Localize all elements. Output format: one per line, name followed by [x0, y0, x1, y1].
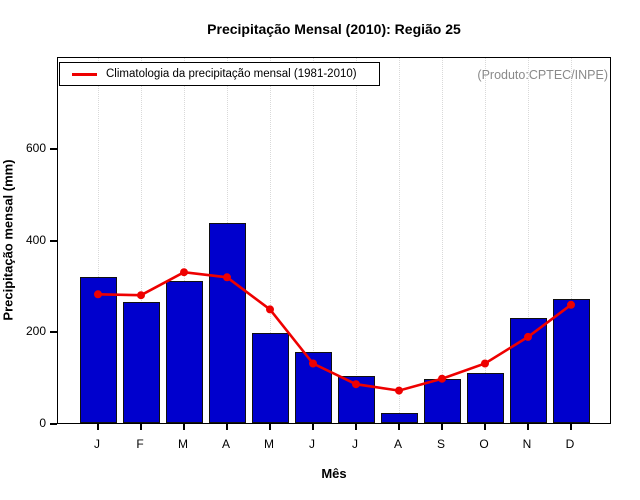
bar-A-3	[208, 223, 246, 423]
x-tick	[183, 424, 185, 430]
gridline	[313, 58, 314, 423]
x-tick	[398, 424, 400, 430]
x-tick	[484, 424, 486, 430]
x-tick-label: J	[94, 437, 100, 451]
chart-title: Precipitação Mensal (2010): Região 25	[207, 21, 461, 37]
x-tick-label: A	[393, 437, 402, 451]
x-tick	[441, 424, 443, 430]
gridline	[399, 58, 400, 423]
x-tick	[355, 424, 357, 430]
gridline	[270, 58, 271, 423]
x-tick-label: M	[264, 437, 274, 451]
x-tick	[140, 424, 142, 430]
climatology-point-N	[524, 332, 532, 341]
x-tick-label: D	[565, 437, 575, 451]
climatology-point-A	[223, 273, 231, 282]
plot-area	[57, 57, 611, 424]
x-tick-label: S	[436, 437, 445, 451]
legend-line-icon	[72, 72, 97, 76]
x-tick-label: F	[136, 437, 144, 451]
bar-A-7	[380, 413, 418, 423]
x-tick	[269, 424, 271, 430]
x-tick	[97, 424, 99, 430]
gridline	[571, 58, 572, 423]
bar-J-0	[79, 277, 117, 423]
climatology-point-O	[481, 359, 489, 368]
y-tick-label: 400	[25, 232, 46, 247]
gridline	[141, 58, 142, 423]
bar-M-4	[251, 333, 289, 423]
bar-M-2	[165, 281, 203, 423]
climatology-point-A	[395, 386, 403, 395]
x-tick-label: J	[352, 437, 358, 451]
y-tick	[50, 239, 57, 242]
bar-S-8	[423, 379, 461, 423]
climatology-point-F	[137, 291, 145, 300]
x-tick-label: M	[178, 437, 188, 451]
climatology-polyline	[97, 270, 572, 392]
climatology-point-J	[94, 290, 102, 299]
y-tick-label: 200	[25, 324, 46, 339]
x-tick	[226, 424, 228, 430]
y-tick-label: 0	[39, 416, 46, 430]
gridline	[485, 58, 486, 423]
climatology-point-S	[438, 374, 446, 383]
y-tick-label: 600	[25, 140, 46, 155]
climatology-point-J	[352, 380, 360, 389]
climatology-point-D	[567, 300, 575, 309]
gridline	[184, 58, 185, 423]
x-tick-label: O	[479, 437, 489, 451]
legend-label: Climatologia da precipitação mensal (198…	[106, 68, 357, 80]
x-tick-label: N	[522, 437, 532, 451]
gridline	[528, 58, 529, 423]
bar-O-9	[466, 373, 504, 423]
y-tick	[50, 423, 57, 425]
y-tick	[50, 147, 57, 150]
x-axis-label: Mês	[321, 466, 347, 481]
climatology-point-M	[180, 268, 188, 277]
climatology-line-series	[94, 268, 575, 395]
legend-box: Climatologia da precipitação mensal (198…	[59, 62, 380, 86]
x-tick-label: J	[309, 437, 315, 451]
product-credit-label: (Produto:CPTEC/INPE)	[477, 68, 608, 82]
bar-F-1	[122, 302, 160, 423]
bar-D-11	[552, 299, 590, 423]
climatology-point-M	[266, 305, 274, 314]
x-tick	[312, 424, 314, 430]
climatology-point-J	[309, 359, 317, 368]
gridline	[356, 58, 357, 423]
x-tick	[527, 424, 529, 430]
y-tick	[50, 331, 57, 334]
x-tick-label: A	[221, 437, 230, 451]
gridline	[442, 58, 443, 423]
x-tick	[570, 424, 572, 430]
gridline	[98, 58, 99, 423]
